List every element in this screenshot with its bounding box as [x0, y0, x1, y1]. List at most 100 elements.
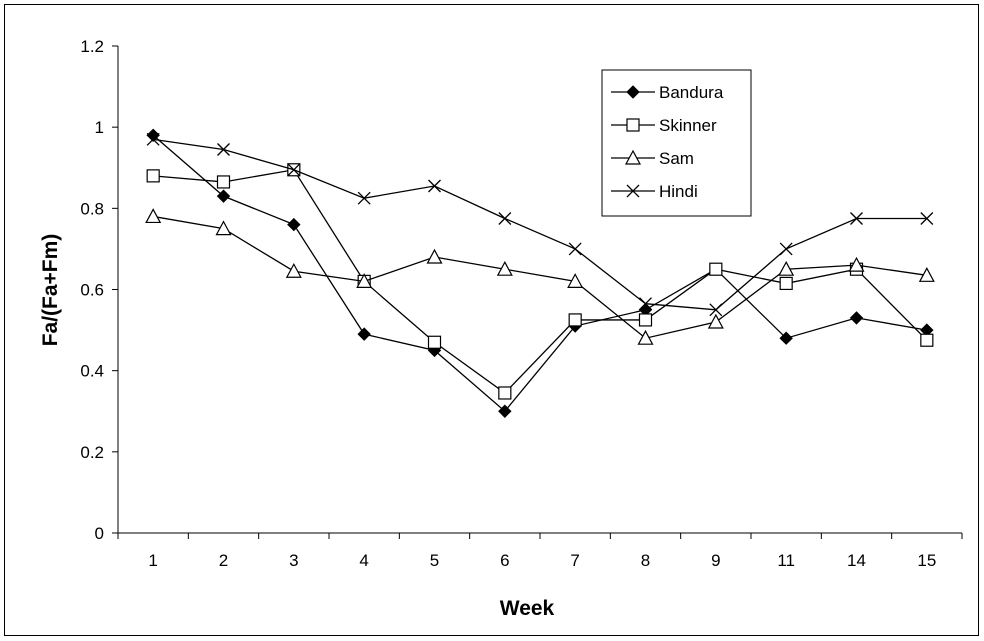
data-point-bandura [498, 404, 512, 418]
data-point-hindi [357, 191, 371, 205]
data-point-hindi [850, 212, 863, 225]
series-hindi [146, 132, 934, 317]
data-point-sam [356, 273, 373, 288]
series-bandura [146, 128, 934, 418]
data-point-sam [707, 313, 724, 329]
data-point-skinner [638, 313, 653, 327]
data-point-skinner [216, 175, 231, 189]
legend-label: Hindi [659, 182, 698, 201]
legend-item-hindi: Hindi [611, 182, 698, 201]
data-point-bandura [216, 189, 231, 203]
marker-stroke [850, 212, 863, 225]
series-line-skinner [153, 169, 928, 394]
x-tick-label: 4 [359, 551, 368, 570]
marker-stroke [709, 303, 723, 317]
legend-marker [626, 85, 640, 99]
legend-label: Bandura [659, 83, 724, 102]
legend-label: Skinner [659, 116, 717, 135]
x-tick-label: 1 [148, 551, 157, 570]
marker-stroke [217, 143, 230, 156]
axes: 0 0.2 0.4 0.6 0.8 1 1.2 1 2 3 4 5 6 7 8 9 11 14 15 [80, 37, 963, 570]
data-point-skinner [709, 262, 723, 276]
x-tick-label: 7 [570, 551, 579, 570]
data-point-hindi [287, 163, 301, 177]
data-point-sam [496, 260, 513, 276]
data-point-hindi [779, 242, 793, 256]
legend-marker [626, 184, 640, 198]
legend-label: Sam [659, 149, 694, 168]
data-point-skinner [427, 335, 442, 349]
x-tick-label: 8 [641, 551, 650, 570]
x-tick-label: 6 [500, 551, 509, 570]
data-point-bandura [146, 128, 160, 142]
data-point-hindi [428, 179, 441, 193]
marker-stroke [357, 191, 371, 205]
legend-marker [624, 149, 642, 165]
y-tick-label: 1 [95, 118, 104, 137]
x-tick-label: 3 [289, 551, 298, 570]
series-skinner [146, 163, 934, 400]
marker-stroke [568, 242, 582, 256]
y-axis-title: Fa/(Fa+Fm) [39, 234, 62, 347]
data-point-skinner [568, 313, 582, 327]
x-tick-label: 15 [917, 551, 936, 570]
series-line-hindi [153, 138, 927, 311]
data-point-skinner [498, 386, 512, 400]
data-point-sam [637, 329, 654, 345]
marker-stroke [779, 242, 793, 256]
data-point-hindi [498, 212, 512, 225]
marker-stroke [639, 297, 652, 311]
data-point-sam [215, 220, 232, 236]
data-point-sam [145, 208, 162, 224]
data-point-sam [426, 248, 443, 264]
legend-marker [626, 118, 640, 132]
marker-stroke [146, 132, 160, 146]
data-point-sam [848, 256, 865, 272]
data-point-sam [778, 260, 795, 276]
y-tick-label: 0.2 [80, 443, 104, 462]
line-chart: 0 0.2 0.4 0.6 0.8 1 1.2 1 2 3 4 5 6 7 8 9 11 14 15 Bandura… [39, 37, 963, 620]
y-tick-label: 0.8 [80, 199, 104, 218]
data-point-sam [567, 273, 584, 288]
series-line-bandura [152, 134, 927, 413]
y-tick-label: 0.6 [80, 281, 104, 300]
data-point-sam [285, 262, 302, 278]
data-point-hindi [146, 132, 160, 146]
data-point-hindi [920, 212, 934, 225]
data-point-skinner [779, 276, 793, 291]
series-sam [145, 208, 935, 345]
data-point-bandura [357, 327, 371, 341]
data-point-hindi [217, 143, 230, 156]
marker-stroke [626, 184, 640, 198]
y-tick-label: 0.4 [80, 362, 104, 381]
data-point-skinner [920, 333, 934, 347]
data-point-bandura [287, 217, 301, 232]
data-point-hindi [568, 242, 582, 256]
data-point-sam [918, 267, 935, 282]
data-point-hindi [709, 303, 723, 317]
x-tick-label: 5 [430, 551, 439, 570]
series-line-sam [153, 215, 927, 339]
legend: Bandura Skinner Sam Hindi [601, 69, 752, 217]
data-point-hindi [639, 297, 652, 311]
data-point-skinner [146, 169, 160, 183]
y-tick-label: 0 [95, 524, 104, 543]
legend-item-skinner: Skinner [611, 116, 717, 135]
legend-item-bandura: Bandura [611, 83, 724, 102]
x-tick-label: 14 [847, 551, 866, 570]
marker-stroke [428, 179, 441, 193]
y-tick-label: 1.2 [80, 37, 104, 56]
marker-stroke [287, 163, 301, 177]
data-point-bandura [779, 331, 793, 345]
series-lines [145, 128, 935, 418]
chart-frame: 0 0.2 0.4 0.6 0.8 1 1.2 1 2 3 4 5 6 7 8 9 11 14 15 Bandura… [4, 4, 979, 636]
x-tick-label: 9 [711, 551, 720, 570]
marker-stroke [498, 212, 512, 225]
legend-item-sam: Sam [611, 149, 694, 168]
x-tick-label: 2 [219, 551, 228, 570]
x-tick-label: 11 [777, 551, 795, 570]
data-point-bandura [849, 311, 864, 325]
marker-stroke [920, 212, 934, 225]
legend-box [601, 69, 752, 217]
x-axis-title: Week [500, 597, 555, 620]
